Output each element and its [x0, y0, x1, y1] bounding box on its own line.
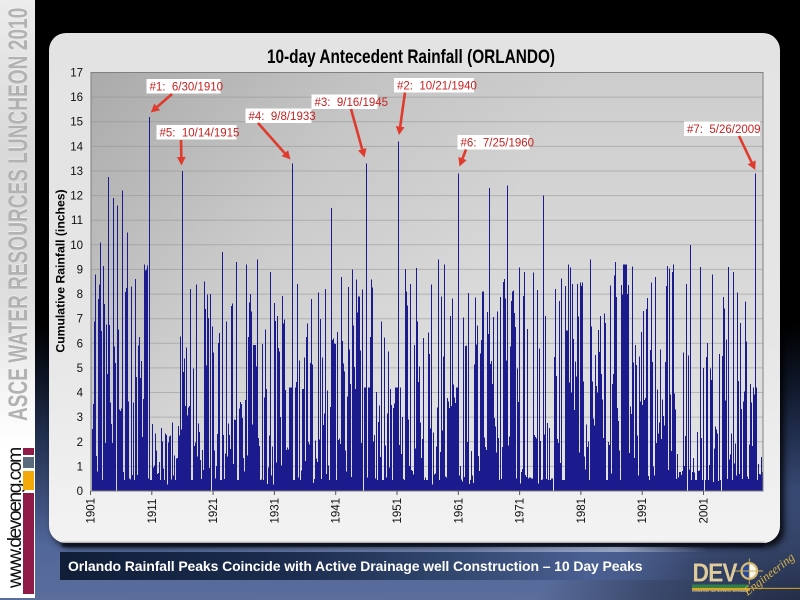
svg-text:7: 7 — [77, 314, 83, 326]
svg-text:9: 9 — [77, 264, 83, 276]
svg-text:#5: 10/14/1915: #5: 10/14/1915 — [160, 128, 240, 140]
svg-text:3: 3 — [77, 412, 83, 424]
svg-text:1931: 1931 — [269, 498, 281, 524]
svg-text:13: 13 — [70, 166, 83, 178]
svg-text:2001: 2001 — [699, 498, 711, 524]
svg-text:0: 0 — [77, 486, 83, 498]
svg-text:8: 8 — [77, 289, 83, 301]
svg-text:1911: 1911 — [147, 499, 159, 524]
svg-text:10: 10 — [70, 240, 83, 252]
svg-text:2: 2 — [77, 437, 83, 449]
svg-text:#1: 6/30/1910: #1: 6/30/1910 — [150, 82, 224, 94]
svg-text:DEV: DEV — [692, 559, 738, 588]
svg-text:12: 12 — [70, 191, 83, 203]
svg-text:#6: 7/25/1960: #6: 7/25/1960 — [461, 138, 535, 150]
svg-text:#3: 9/16/1945: #3: 9/16/1945 — [315, 97, 389, 109]
svg-text:5: 5 — [77, 363, 83, 375]
svg-text:1981: 1981 — [576, 498, 588, 524]
svg-text:1951: 1951 — [392, 498, 404, 524]
svg-text:1991: 1991 — [637, 498, 649, 524]
svg-text:17: 17 — [70, 68, 83, 80]
svg-text:15: 15 — [70, 117, 83, 129]
svg-text:1971: 1971 — [515, 498, 527, 524]
svg-text:DEV: DEV — [693, 560, 739, 589]
svg-text:10-day Antecedent Rainfall (OR: 10-day Antecedent Rainfall (ORLANDO) — [267, 45, 555, 67]
svg-text:#2: 10/21/1940: #2: 10/21/1940 — [397, 81, 477, 93]
svg-text:1: 1 — [77, 461, 83, 473]
svg-text:1941: 1941 — [331, 498, 343, 524]
svg-text:1901: 1901 — [86, 498, 98, 524]
svg-text:CONSULTING GEOTECHNICAL ENGI: CONSULTING GEOTECHNICAL ENGINEERS — [692, 589, 748, 593]
svg-text:#7: 5/26/2009: #7: 5/26/2009 — [687, 124, 761, 136]
svg-text:11: 11 — [71, 215, 83, 227]
svg-text:16: 16 — [70, 92, 83, 104]
svg-text:14: 14 — [70, 141, 83, 153]
svg-text:1921: 1921 — [208, 498, 220, 524]
svg-text:4: 4 — [77, 388, 84, 400]
svg-text:#4: 9/8/1933: #4: 9/8/1933 — [249, 111, 316, 123]
svg-text:1961: 1961 — [453, 498, 465, 524]
svg-text:Cumulative Rainfall (inches): Cumulative Rainfall (inches) — [54, 189, 68, 352]
svg-text:6: 6 — [77, 338, 83, 350]
